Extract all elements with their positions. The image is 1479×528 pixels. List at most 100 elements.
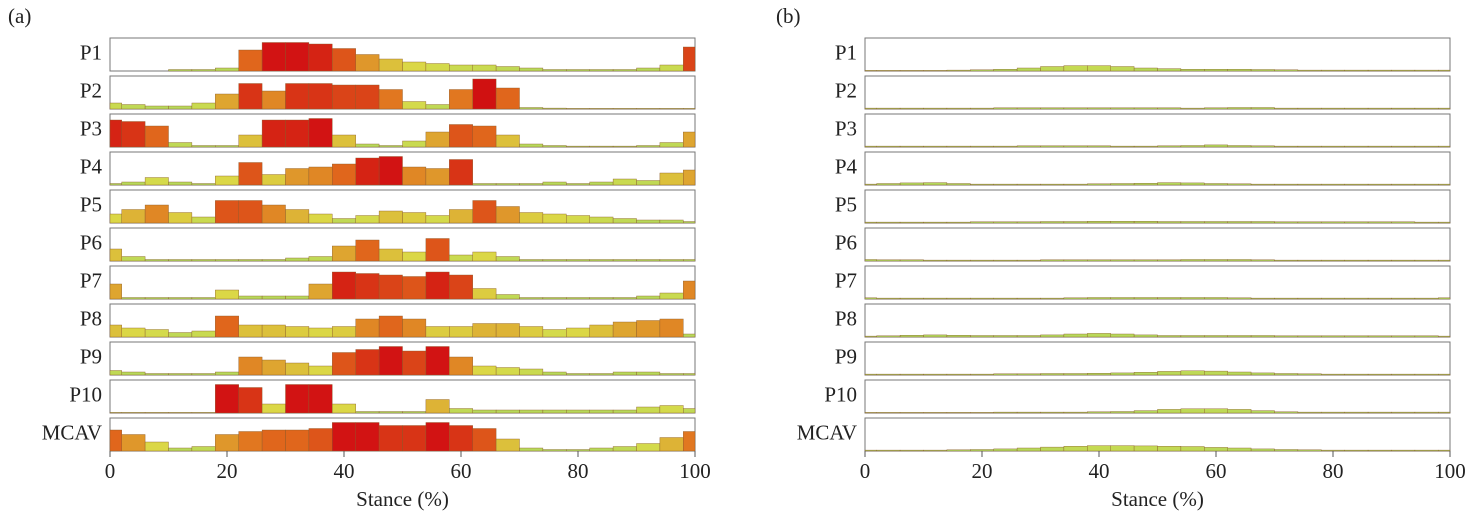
bar bbox=[519, 212, 544, 224]
bar bbox=[612, 108, 637, 110]
bar bbox=[285, 209, 310, 224]
bar bbox=[495, 409, 520, 414]
bar bbox=[261, 403, 286, 414]
bar bbox=[1040, 373, 1065, 376]
bar bbox=[1391, 259, 1416, 262]
bar bbox=[899, 335, 924, 338]
bar bbox=[1274, 297, 1299, 300]
bar bbox=[1250, 297, 1275, 300]
bar bbox=[542, 297, 567, 300]
bar bbox=[285, 384, 310, 414]
bar bbox=[636, 295, 661, 300]
bar bbox=[1391, 107, 1416, 110]
bar bbox=[1274, 449, 1299, 452]
bar bbox=[1227, 221, 1252, 224]
bar bbox=[542, 449, 567, 452]
bar bbox=[144, 373, 169, 376]
bar bbox=[1157, 182, 1182, 186]
bar bbox=[1110, 333, 1135, 338]
bar bbox=[121, 297, 146, 300]
bar bbox=[332, 245, 356, 262]
bar bbox=[636, 145, 661, 148]
bar bbox=[1274, 145, 1299, 148]
bar bbox=[589, 409, 614, 414]
bar bbox=[1110, 66, 1135, 72]
bar bbox=[285, 429, 310, 452]
x-tick-label: 20 bbox=[217, 459, 238, 483]
bar bbox=[993, 68, 1018, 72]
bar bbox=[589, 69, 614, 72]
row-label: P5 bbox=[835, 192, 857, 216]
bar bbox=[1391, 449, 1416, 452]
bar bbox=[864, 297, 877, 300]
bar bbox=[1204, 259, 1228, 262]
bar bbox=[1321, 259, 1345, 262]
bar bbox=[993, 107, 1018, 110]
bar bbox=[659, 259, 684, 262]
bar bbox=[636, 406, 661, 414]
bar bbox=[612, 446, 637, 452]
row-frame bbox=[864, 151, 1451, 186]
bar bbox=[472, 288, 497, 300]
bar bbox=[144, 412, 169, 414]
bar bbox=[970, 107, 994, 110]
bar bbox=[1110, 297, 1135, 300]
bar bbox=[993, 411, 1018, 414]
bar bbox=[519, 297, 544, 300]
bar bbox=[402, 166, 427, 186]
bar bbox=[378, 346, 403, 376]
bar bbox=[899, 221, 924, 224]
bar bbox=[1063, 221, 1088, 224]
bar bbox=[378, 58, 403, 72]
bar bbox=[566, 373, 590, 376]
bar bbox=[1227, 145, 1252, 148]
bar bbox=[261, 259, 286, 262]
row-label: P1 bbox=[80, 40, 102, 64]
bar bbox=[1204, 370, 1228, 376]
panel-label: (b) bbox=[776, 4, 801, 28]
bar bbox=[238, 356, 263, 376]
bar bbox=[1297, 335, 1322, 338]
bar bbox=[1133, 297, 1158, 300]
bar bbox=[332, 134, 356, 148]
row-frame bbox=[864, 379, 1451, 414]
bar bbox=[215, 315, 239, 338]
bar bbox=[923, 221, 948, 224]
bar bbox=[1250, 259, 1275, 262]
bar bbox=[168, 447, 193, 452]
bar bbox=[261, 359, 286, 376]
bar bbox=[946, 183, 971, 186]
bar bbox=[683, 46, 696, 72]
x-tick-label: 40 bbox=[1089, 459, 1110, 483]
bar bbox=[566, 327, 590, 338]
bar bbox=[899, 449, 924, 452]
bar bbox=[191, 69, 216, 72]
row-label: MCAV bbox=[42, 420, 102, 444]
bar bbox=[261, 90, 286, 110]
bar bbox=[1250, 145, 1275, 148]
bar bbox=[355, 143, 380, 148]
bar bbox=[612, 69, 637, 72]
bar bbox=[215, 371, 239, 376]
bar bbox=[449, 89, 473, 110]
bar bbox=[683, 280, 696, 300]
bar bbox=[589, 145, 614, 148]
bar bbox=[1321, 69, 1345, 72]
bar bbox=[566, 69, 590, 72]
bar bbox=[285, 42, 310, 72]
bar bbox=[191, 145, 216, 148]
row-label: P6 bbox=[835, 230, 857, 254]
bar bbox=[1016, 297, 1041, 300]
bar bbox=[612, 297, 637, 300]
bar bbox=[1157, 107, 1182, 110]
bar bbox=[659, 64, 684, 72]
bar bbox=[683, 221, 696, 224]
row-frame bbox=[864, 37, 1451, 72]
bar bbox=[285, 295, 310, 300]
bar bbox=[659, 142, 684, 148]
bar bbox=[109, 102, 122, 110]
bar bbox=[495, 323, 520, 338]
bar bbox=[612, 321, 637, 338]
bar bbox=[1321, 107, 1345, 110]
bar bbox=[285, 362, 310, 376]
